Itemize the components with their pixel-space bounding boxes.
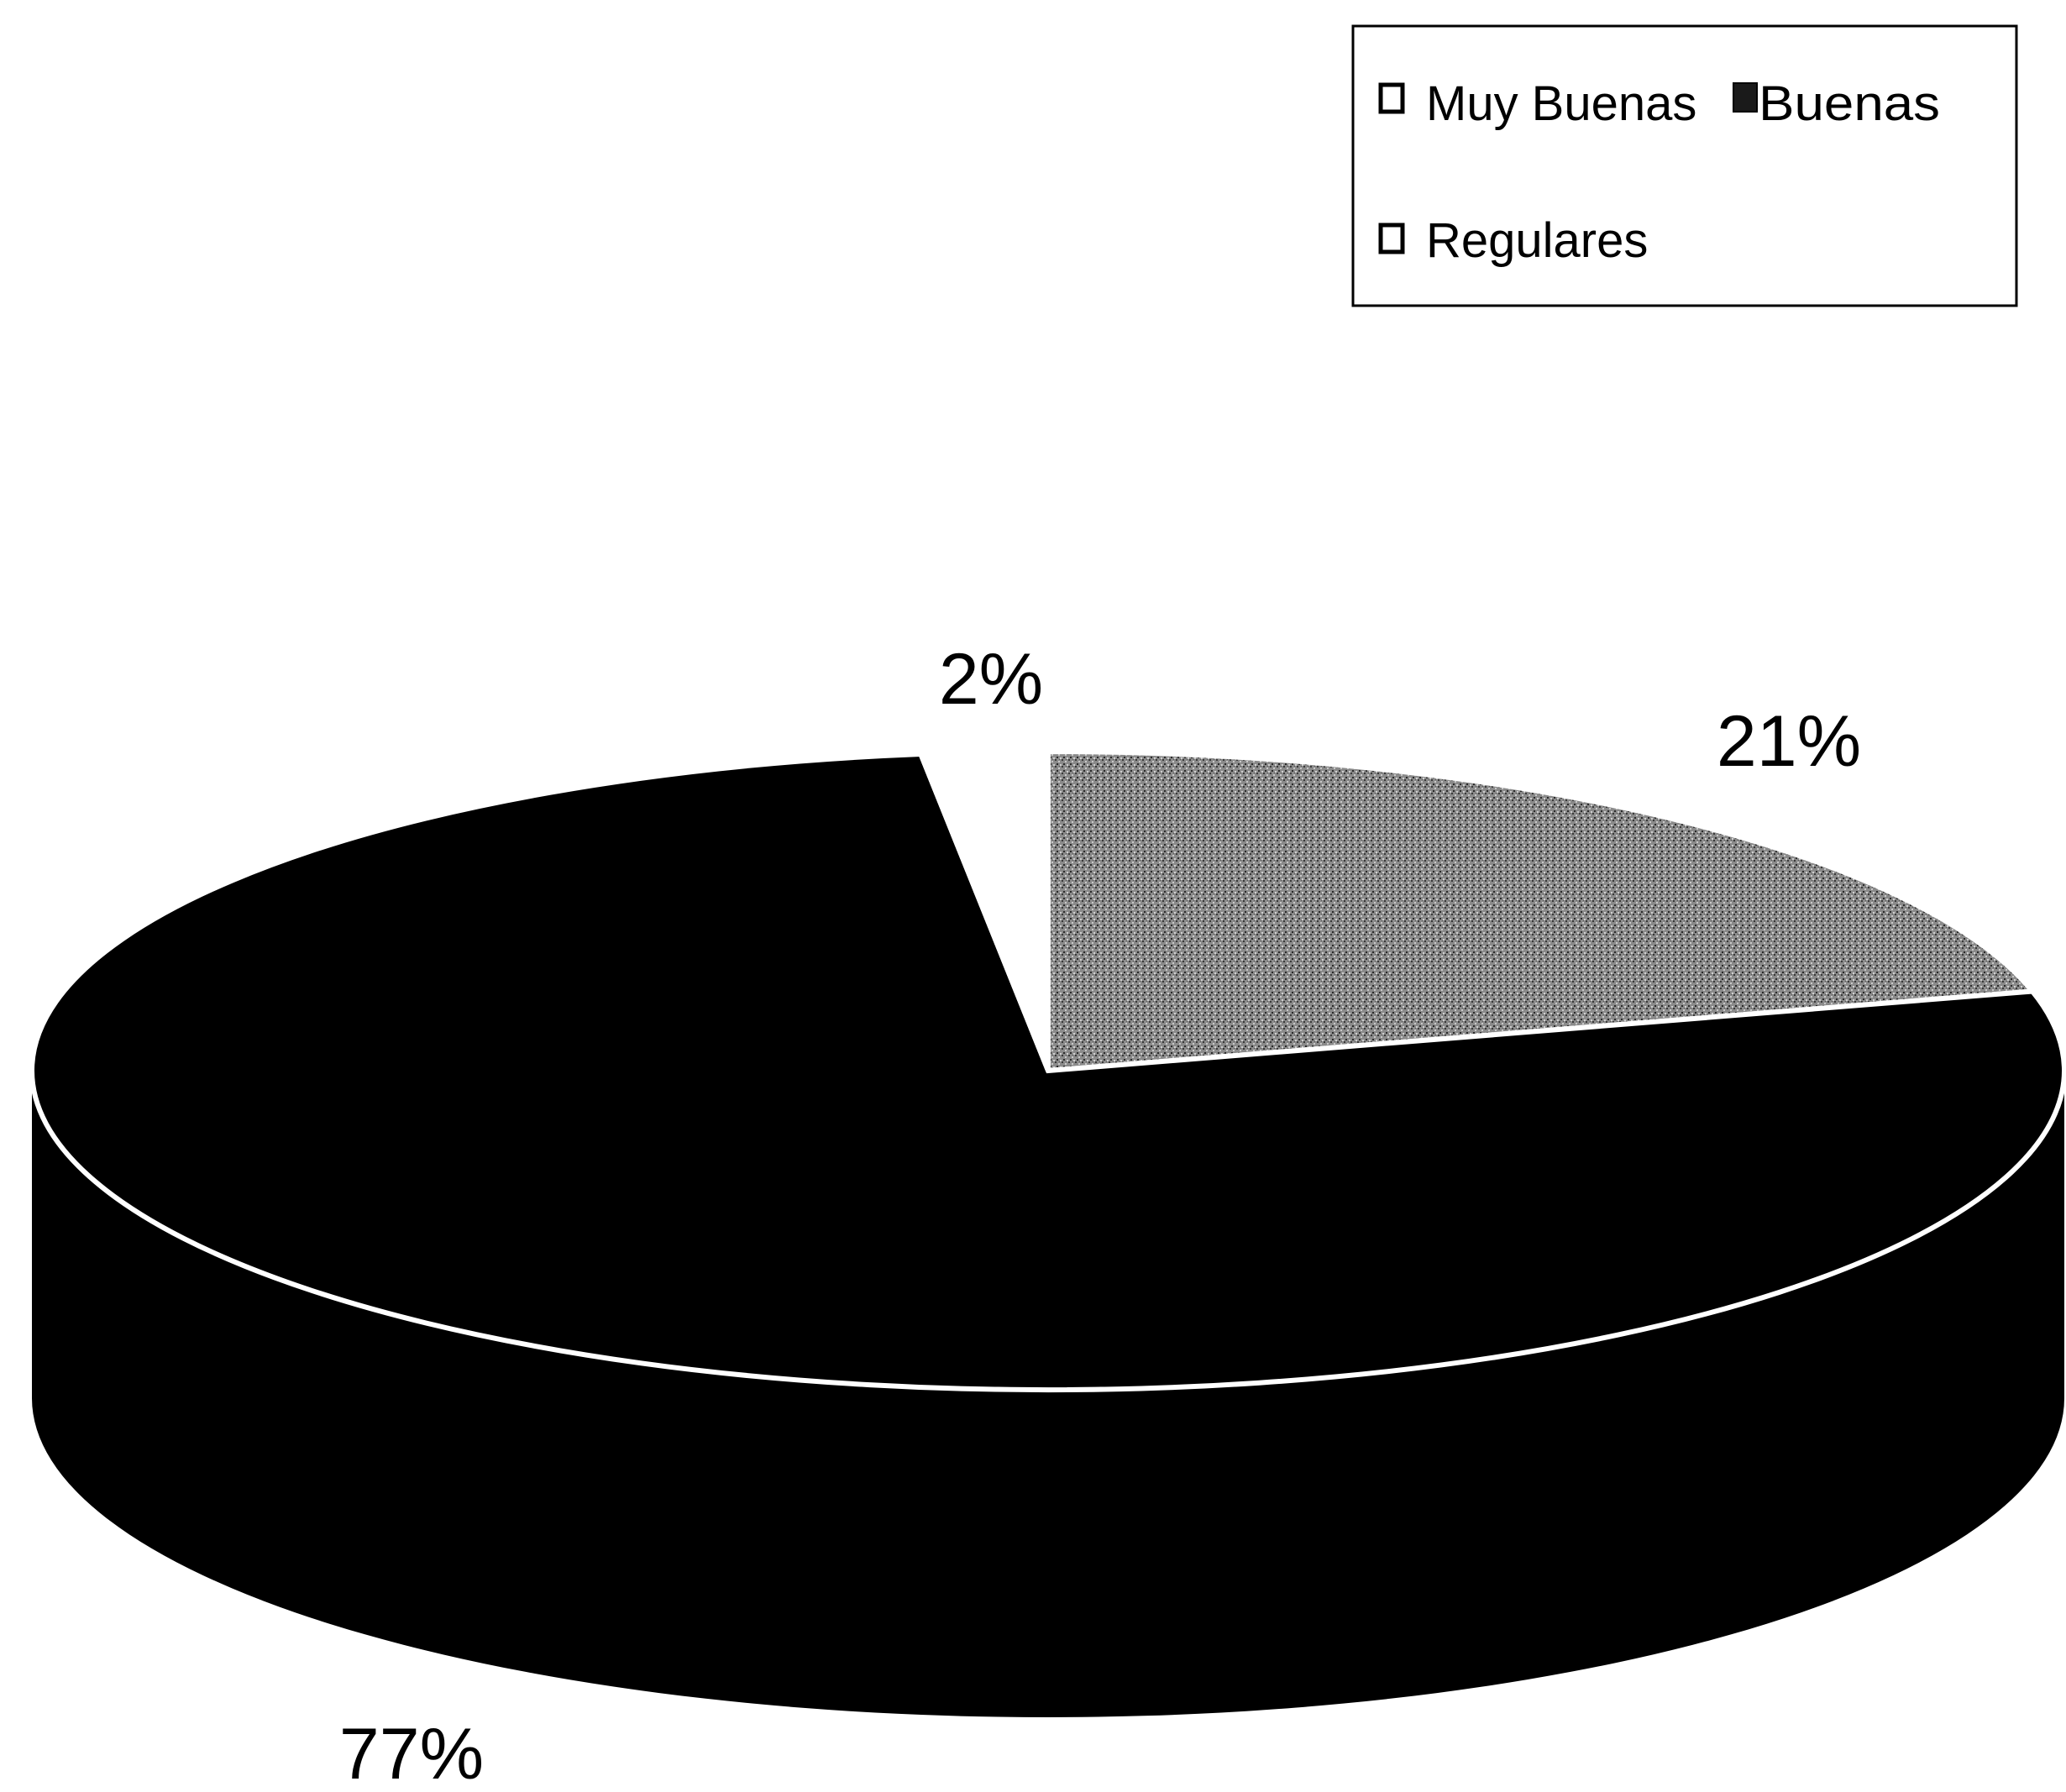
legend: Muy Buenas Buenas Regulares — [1351, 24, 2018, 307]
legend-swatch-regulares — [1378, 223, 1405, 254]
pie-slice-regulares — [916, 748, 1051, 1072]
pie-slice-buenas — [29, 751, 2066, 1392]
slice-label-muy-buenas: 21% — [1717, 701, 1861, 782]
slice-label-buenas: 77% — [339, 1714, 484, 1792]
legend-label-muy-buenas: Muy Buenas — [1426, 76, 1696, 131]
legend-label-buenas: Buenas — [1759, 76, 1940, 131]
pie-slice-muy-buenas — [1046, 748, 2037, 1074]
legend-swatch-muy-buenas — [1378, 82, 1405, 114]
pie-side-wall — [32, 1071, 2064, 1717]
legend-swatch-buenas — [1733, 82, 1758, 113]
legend-label-regulares: Regulares — [1426, 213, 1648, 268]
slice-label-regulares: 2% — [939, 639, 1043, 720]
legend-box — [1351, 24, 2018, 307]
pie-slices — [29, 748, 2066, 1717]
